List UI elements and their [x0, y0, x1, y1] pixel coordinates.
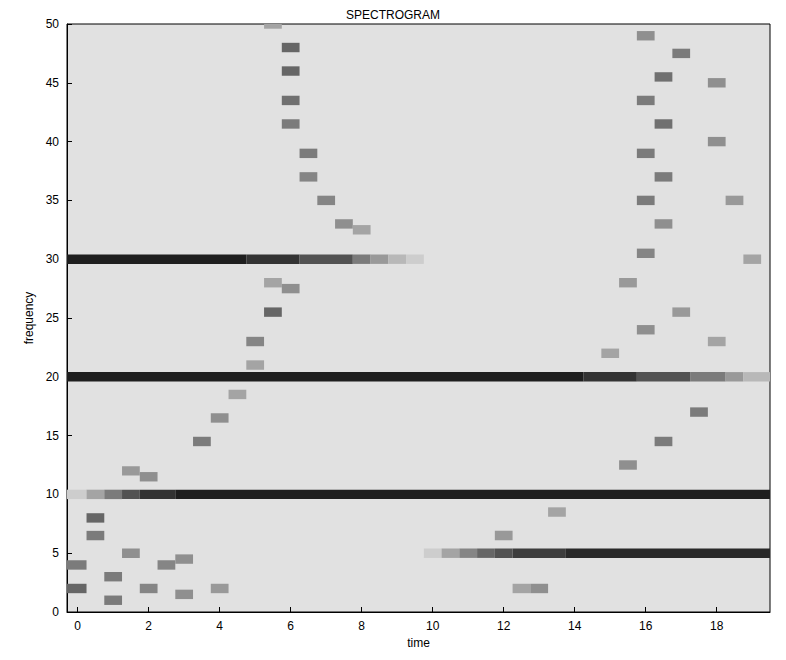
svg-text:40: 40 [46, 135, 60, 149]
svg-text:frequency: frequency [22, 292, 36, 345]
svg-text:0: 0 [74, 619, 81, 633]
svg-text:30: 30 [46, 252, 60, 266]
svg-text:10: 10 [426, 619, 440, 633]
svg-text:50: 50 [46, 17, 60, 31]
svg-text:0: 0 [52, 605, 59, 619]
svg-text:2: 2 [145, 619, 152, 633]
svg-text:time: time [407, 636, 430, 650]
svg-text:25: 25 [46, 311, 60, 325]
svg-text:6: 6 [287, 619, 294, 633]
svg-text:45: 45 [46, 76, 60, 90]
svg-text:10: 10 [46, 487, 60, 501]
svg-text:5: 5 [52, 546, 59, 560]
svg-text:18: 18 [710, 619, 724, 633]
svg-text:8: 8 [358, 619, 365, 633]
svg-text:35: 35 [46, 193, 60, 207]
svg-text:14: 14 [568, 619, 582, 633]
svg-text:16: 16 [639, 619, 653, 633]
svg-text:SPECTROGRAM: SPECTROGRAM [346, 8, 440, 22]
svg-text:15: 15 [46, 429, 60, 443]
svg-text:20: 20 [46, 370, 60, 384]
svg-text:12: 12 [497, 619, 511, 633]
svg-text:4: 4 [216, 619, 223, 633]
